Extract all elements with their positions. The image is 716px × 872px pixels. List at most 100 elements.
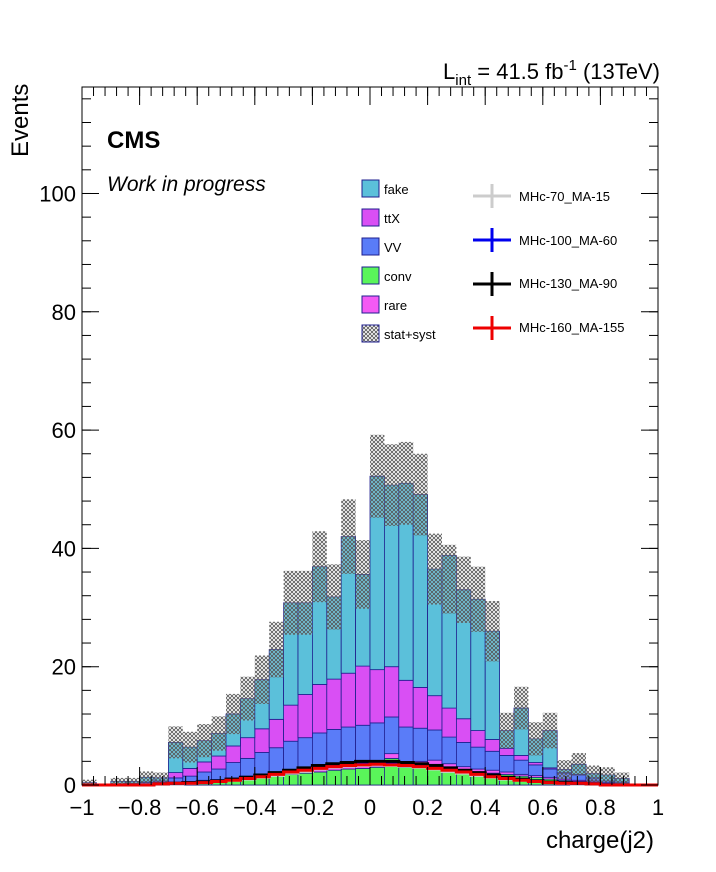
bar-ttX-bin-10: [225, 745, 241, 763]
bar-ttX-bin-19: [355, 665, 371, 726]
legend-label-ttX: ttX: [384, 211, 400, 226]
uncertainty-band-bin-15: [298, 570, 313, 635]
bar-ttX-bin-13: [268, 718, 285, 749]
uncertainty-band-bin-30: [514, 686, 529, 730]
bar-VV-bin-28: [484, 750, 501, 771]
bar-VV-bin-9: [211, 768, 227, 781]
legend-label-MHc-100_MA-60: MHc-100_MA-60: [519, 233, 617, 248]
uncertainty-band-bin-8: [197, 724, 212, 758]
legend-item-stat-syst: stat+syst: [361, 324, 436, 343]
legend-item-MHc-130_MA-90: MHc-130_MA-90: [473, 272, 617, 296]
axis-layer: −1 −0.8 −0.6 −0.4 −0.2 0 0.2 0.4 0.6 0.8 1 0 20 40 60 8…: [39, 87, 664, 820]
bar-VV-bin-27: [470, 746, 486, 770]
uncertainty-band-bin-31: [528, 722, 543, 756]
legend-swatch-rare: [361, 295, 380, 314]
bar-conv-bin-23: [412, 765, 429, 786]
bar-VV-bin-31: [528, 764, 544, 776]
uncertainty-band-bin-28: [485, 601, 500, 662]
x-tick-label: 0.2: [412, 795, 443, 820]
y-tick-label: 20: [52, 655, 76, 680]
uncertainty-band-bin-13: [269, 621, 284, 678]
bar-ttX-bin-16: [311, 684, 328, 734]
bar-ttX-bin-26: [455, 718, 472, 743]
uncertainty-band-bin-4: [139, 771, 154, 784]
bar-ttX-bin-22: [398, 679, 414, 728]
bar-ttX-bin-25: [441, 707, 457, 738]
bar-VV-bin-24: [427, 729, 443, 761]
legend-item-ttX: ttX: [361, 208, 400, 227]
uncertainty-band-bin-6: [168, 726, 183, 759]
legend-item-MHc-70_MA-15: MHc-70_MA-15: [473, 184, 610, 208]
y-tick-label: 0: [64, 773, 76, 798]
bar-ttX-bin-6: [167, 772, 184, 779]
x-tick-label: −0.4: [233, 795, 276, 820]
luminosity-label: Lint = 41.5 fb-1 (13TeV): [443, 57, 660, 89]
bar-conv-bin-17: [326, 769, 342, 786]
bar-VV-bin-32: [542, 768, 558, 778]
bar-ttX-bin-30: [513, 755, 529, 761]
bar-VV-bin-34: [571, 774, 587, 781]
bar-VV-bin-29: [499, 755, 515, 773]
uncertainty-band-bin-2: [110, 777, 126, 785]
bar-VV-bin-13: [268, 747, 285, 773]
bar-ttX-bin-28: [484, 739, 501, 752]
uncertainty-band-bin-34: [571, 753, 586, 776]
bar-VV-bin-14: [283, 740, 299, 772]
bar-VV-bin-12: [254, 752, 270, 775]
uncertainty-band-bin-37: [614, 772, 630, 785]
x-tick-label: 0.4: [470, 795, 501, 820]
legend-marker-MHc-160_MA-155: [473, 316, 511, 340]
x-tick-label: 0.8: [585, 795, 616, 820]
uncertainty-band-bin-16: [312, 531, 327, 603]
bar-VV-bin-16: [311, 732, 328, 768]
bar-VV-bin-30: [513, 759, 529, 775]
bar-conv-bin-13: [268, 775, 285, 786]
bar-VV-bin-18: [340, 726, 357, 765]
x-tick-label: −0.6: [175, 795, 218, 820]
uncertainty-band-bin-19: [355, 540, 370, 609]
bar-VV-bin-21: [383, 716, 400, 755]
uncertainty-band-bin-26: [456, 556, 471, 623]
x-tick-label: −0.2: [291, 795, 334, 820]
bar-rare-bin-21: [383, 753, 400, 759]
bar-rare-bin-24: [427, 759, 443, 765]
legend-label-VV: VV: [384, 240, 402, 255]
uncertainty-band-bin-24: [427, 533, 442, 605]
bar-rare-bin-28: [484, 769, 501, 774]
legend-item-MHc-100_MA-60: MHc-100_MA-60: [473, 228, 617, 252]
uncertainty-band-bin-35: [586, 765, 601, 783]
bar-VV-bin-11: [239, 757, 256, 777]
legend-swatch-VV: [361, 237, 380, 256]
bar-VV-bin-19: [355, 724, 371, 764]
legend-label-conv: conv: [384, 269, 412, 284]
uncertainty-band-layer: [82, 434, 630, 785]
x-tick-label: 0.6: [528, 795, 559, 820]
x-tick-label: 1: [652, 795, 664, 820]
uncertainty-band-bin-18: [341, 499, 356, 574]
uncertainty-band-bin-10: [226, 693, 241, 735]
uncertainty-band-bin-9: [211, 716, 226, 751]
experiment-label: CMS: [107, 127, 160, 154]
legend-item-VV: VV: [361, 237, 402, 256]
bar-ttX-bin-24: [427, 695, 443, 731]
bar-ttX-bin-20: [369, 669, 385, 724]
bar-ttX-bin-12: [254, 728, 270, 753]
uncertainty-band-bin-23: [413, 453, 428, 536]
uncertainty-band-bin-22: [398, 441, 414, 525]
x-tick-label: −0.8: [118, 795, 161, 820]
legend-marker-MHc-70_MA-15: [473, 184, 511, 208]
bar-ttX-bin-23: [412, 686, 429, 729]
legend-label-stat-syst: stat+syst: [384, 327, 436, 342]
legend-label-rare: rare: [384, 298, 407, 313]
legend-swatch-stat-syst: [361, 324, 380, 343]
legend-label-fake: fake: [384, 182, 409, 197]
x-axis-title: charge(j2): [546, 827, 654, 854]
uncertainty-band-bin-12: [254, 655, 270, 704]
legend-item-fake: fake: [361, 179, 409, 198]
legend-item-MHc-160_MA-155: MHc-160_MA-155: [473, 316, 625, 340]
legend-marker-MHc-130_MA-90: [473, 272, 511, 296]
legend-label-MHc-70_MA-15: MHc-70_MA-15: [519, 189, 610, 204]
bar-VV-bin-26: [455, 742, 472, 768]
uncertainty-band-bin-32: [542, 712, 558, 749]
